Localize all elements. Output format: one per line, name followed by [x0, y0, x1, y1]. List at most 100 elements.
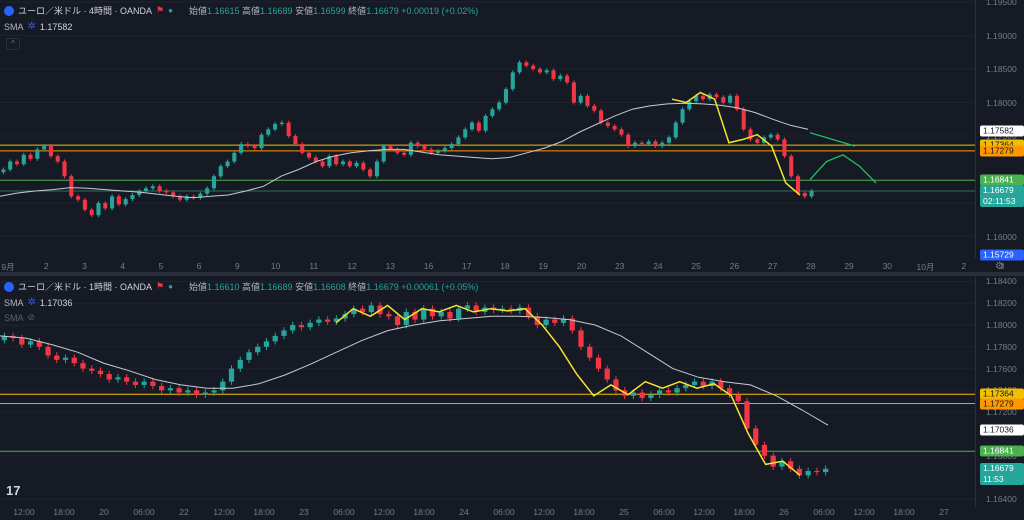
time-axis-4h[interactable]: 9月 2 3 4 5 6 9 10 11 12 13 16 17 18 19 20 23 24 25 26 27 28 29…: [0, 258, 1004, 274]
time-tick-label: 06:00: [133, 507, 155, 517]
time-axis-1h[interactable]: 12:00 18:00 20 06:00 22 12:00 18:00 23 06:00 12:0…: [0, 504, 975, 520]
time-tick-label: 10: [270, 261, 281, 271]
flag-icon[interactable]: ⚑: [156, 281, 165, 291]
candle-body: [177, 196, 183, 200]
price-tick-label: 1.18500: [986, 64, 1017, 75]
chart-header-4h: ユーロ／米ドル · 4時間 · OANDA ⚑ ● 始値1.16615 高値1.…: [4, 4, 478, 17]
tradingview-logo-icon: 17: [6, 483, 21, 498]
price-label-tag: 1.17582: [980, 125, 1024, 137]
visibility-off-icon[interactable]: ⊘: [27, 312, 36, 322]
candle-body: [171, 192, 176, 197]
candle-body: [205, 188, 210, 194]
candle-body: [687, 101, 692, 110]
candle-body: [503, 89, 509, 103]
candle-body: [569, 318, 575, 331]
price-axis-4h[interactable]: 1.195001.190001.185001.180001.175001.165…: [975, 0, 1024, 261]
candle-body: [124, 377, 130, 382]
candle-body: [381, 146, 386, 162]
price-chart-1h[interactable]: [0, 276, 975, 508]
price-label-tag: 1.15729: [980, 249, 1024, 261]
indicator-settings-icon[interactable]: ✲: [27, 297, 36, 308]
candle-body: [483, 115, 488, 131]
flag-icon[interactable]: ⚑: [156, 5, 165, 15]
candle-body: [552, 319, 558, 323]
symbol-title[interactable]: ユーロ／米ドル · 4時間 · OANDA: [18, 6, 153, 16]
candle-body: [442, 148, 447, 151]
symbol-logo-icon: [4, 5, 14, 16]
sma-hidden-row[interactable]: SMA ⊘: [4, 312, 35, 323]
candle-body: [115, 377, 121, 380]
candle-body: [368, 169, 373, 177]
candle-body: [35, 149, 40, 159]
forecast-green-line: [809, 154, 877, 184]
candle-body: [619, 129, 624, 135]
candle-body: [795, 176, 801, 193]
candle-body: [789, 156, 794, 177]
indicator-settings-icon[interactable]: ✲: [27, 21, 36, 32]
price-tick-label: 1.19000: [986, 30, 1017, 41]
sma-line: [0, 102, 809, 199]
candle-body: [368, 305, 374, 312]
candle-body: [779, 461, 785, 467]
candle-body: [408, 142, 413, 155]
candle-body: [54, 355, 60, 360]
price-tick-label: 1.18200: [986, 298, 1017, 309]
candle-body: [464, 305, 471, 309]
symbol-title[interactable]: ユーロ／米ドル · 1時間 · OANDA: [18, 282, 153, 292]
price-axis-1h[interactable]: 1.184001.182001.180001.178001.176001.174…: [975, 276, 1024, 508]
current-price-value: 1.16679: [983, 185, 1014, 196]
candle-body: [802, 192, 807, 197]
candle-body: [89, 209, 94, 216]
candle-body: [402, 152, 407, 155]
candle-body: [279, 122, 284, 124]
candle-body: [718, 381, 724, 389]
time-tick-label: 3: [999, 261, 1005, 271]
market-status-icon: ●: [168, 282, 173, 291]
sma-label: SMA: [4, 312, 24, 323]
time-tick-label: 06:00: [813, 507, 835, 517]
candle-body: [694, 95, 699, 102]
candle-body: [775, 134, 780, 140]
candle-body: [660, 142, 665, 147]
time-tick-label: 16: [423, 261, 434, 271]
candle-body: [340, 161, 346, 165]
candle-body: [700, 95, 705, 100]
candle-body: [273, 123, 278, 130]
bar-countdown: 02:11:53: [983, 196, 1016, 207]
candle-body: [176, 388, 182, 393]
candle-body: [630, 392, 637, 396]
zigzag-drawing: [335, 304, 801, 476]
candle-body: [648, 394, 654, 398]
chart-pane-4h[interactable]: ユーロ／米ドル · 4時間 · OANDA ⚑ ● 始値1.16615 高値1.…: [0, 0, 1024, 272]
candle-body: [325, 319, 331, 322]
candle-body: [700, 381, 706, 387]
axis-settings-icon[interactable]: ⚙: [995, 261, 1004, 272]
candle-body: [71, 357, 77, 364]
candle-body: [599, 110, 604, 123]
candle-body: [726, 388, 733, 395]
candle-body: [110, 196, 115, 209]
candle-body: [252, 146, 257, 149]
price-label-tag: 1.16841: [980, 174, 1024, 186]
candle-body: [19, 338, 25, 345]
sma-legend-row[interactable]: SMA ✲ 1.17582: [4, 21, 72, 32]
candle-body: [768, 134, 773, 138]
pane-divider[interactable]: [0, 272, 1024, 276]
time-tick-label: 06:00: [333, 507, 355, 517]
price-chart-4h[interactable]: [0, 0, 975, 258]
candle-body: [259, 134, 264, 149]
collapse-legend-icon[interactable]: ^: [6, 38, 20, 50]
candle-body: [595, 357, 602, 369]
candle-body: [45, 346, 51, 356]
candle-body: [761, 444, 768, 456]
candle-body: [48, 146, 53, 157]
sma-legend-row[interactable]: SMA ✲ 1.17036: [4, 297, 72, 308]
candle-body: [587, 346, 593, 358]
chart-pane-1h[interactable]: ユーロ／米ドル · 1時間 · OANDA ⚑ ● 始値1.16610 高値1.…: [0, 276, 1024, 508]
candle-body: [517, 62, 522, 73]
candle-body: [263, 341, 270, 347]
candle-body: [316, 319, 322, 323]
candle-body: [374, 161, 379, 177]
candle-body: [456, 308, 462, 319]
candle-body: [735, 394, 741, 402]
